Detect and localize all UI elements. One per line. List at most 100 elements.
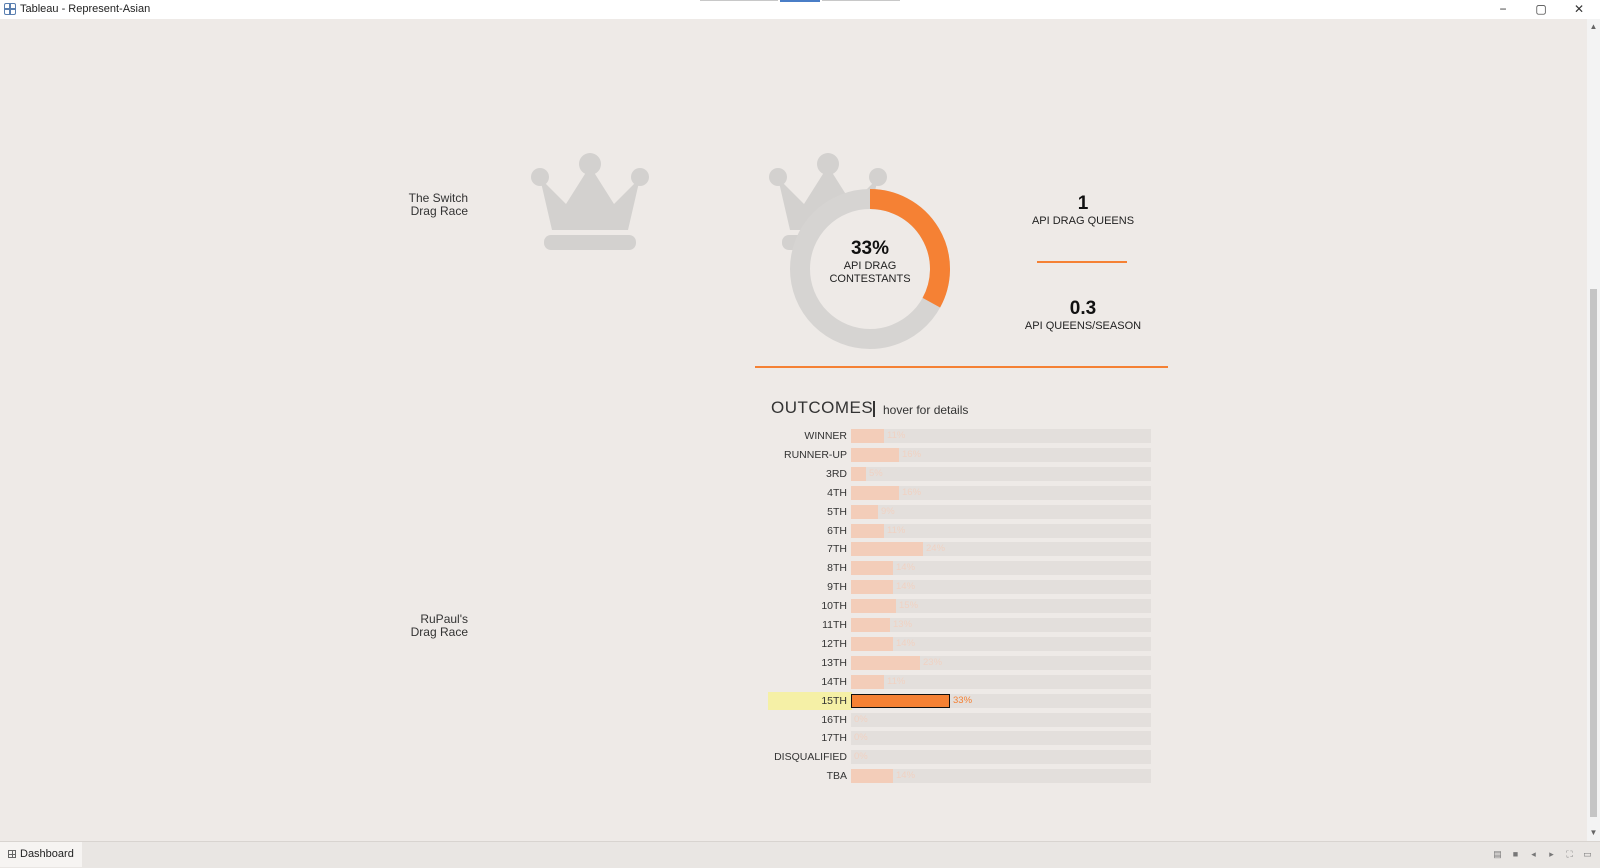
outcome-bar[interactable] [851, 466, 866, 481]
outcome-row[interactable]: 10TH 15% [768, 599, 1152, 614]
outcome-value: 24% [926, 543, 946, 555]
outcome-bar-track [851, 636, 1151, 651]
show-label-switch: The Switch Drag Race [388, 192, 468, 218]
maximize-button[interactable]: ▢ [1535, 2, 1547, 16]
outcome-label: 10TH [821, 600, 847, 613]
show-filmstrip-icon[interactable]: ▤ [1493, 849, 1502, 859]
outcome-bar[interactable] [851, 599, 896, 614]
outcomes-title: OUTCOMES [771, 398, 874, 417]
crown-icon [531, 153, 649, 250]
outcome-bar-track [851, 523, 1151, 538]
outcome-row[interactable]: WINNER 11% [768, 429, 1152, 443]
outcome-row[interactable]: 7TH 24% [768, 542, 1152, 557]
outcome-label: 17TH [821, 732, 847, 745]
outcome-row[interactable]: DISQUALIFIED 0% [768, 750, 1152, 765]
outcome-row[interactable]: 15TH 33% [768, 691, 1152, 710]
outcome-label: 12TH [821, 637, 847, 650]
outcome-label: 3RD [825, 467, 847, 480]
outcome-bar[interactable] [851, 655, 920, 670]
outcome-value: 16% [902, 448, 922, 460]
outcome-label: 13TH [821, 656, 847, 669]
next-sheet-icon[interactable]: ▸ [1549, 849, 1554, 859]
outcome-bar-track [851, 542, 1151, 557]
outcome-label: 6TH [827, 524, 847, 537]
outcome-bar-track [851, 485, 1151, 500]
sheet-tab-dashboard[interactable]: Dashboard [0, 842, 82, 867]
outcome-bar-track [851, 504, 1151, 519]
top-toolbar-indicator [700, 0, 900, 2]
tableau-app-icon [4, 3, 16, 15]
outcome-value: 11% [887, 430, 906, 441]
donut-chart [790, 189, 950, 349]
outcome-value: 14% [896, 637, 916, 649]
kpi-api-drag-queens: 1 API DRAG QUEENS [983, 193, 1183, 227]
outcome-row[interactable]: 6TH 11% [768, 523, 1152, 538]
show-tabs-icon[interactable]: ■ [1512, 849, 1519, 859]
outcome-value: 14% [896, 562, 916, 574]
outcome-label: 5TH [827, 505, 847, 518]
outcome-bar-track [851, 712, 1151, 727]
outcome-bar[interactable] [851, 618, 890, 632]
donut-slice-api[interactable] [869, 189, 950, 308]
outcome-value: 23% [923, 656, 943, 668]
outcome-value: 13% [893, 619, 913, 630]
scroll-up-icon[interactable]: ▲ [1589, 22, 1598, 31]
outcome-bar[interactable] [851, 636, 893, 651]
outcome-label: RUNNER-UP [784, 448, 847, 461]
outcome-bar[interactable] [851, 485, 899, 500]
outcome-bar[interactable] [851, 504, 878, 519]
outcome-row[interactable]: 12TH 14% [768, 636, 1152, 651]
outcome-bar[interactable] [851, 429, 884, 443]
minimize-button[interactable]: − [1499, 2, 1507, 16]
outcome-value: 16% [902, 486, 922, 498]
outcome-label: 16TH [821, 713, 847, 726]
api-contestants-donut[interactable] [780, 179, 960, 359]
outcome-bar-track [851, 429, 1151, 443]
outcome-row[interactable]: 17TH 0% [768, 731, 1152, 746]
outcome-bar[interactable] [851, 693, 950, 708]
presentation-mode-icon[interactable]: ▭ [1583, 849, 1592, 859]
dashboard-grid-icon [8, 850, 16, 858]
outcome-row[interactable]: 8TH 14% [768, 561, 1152, 576]
outcome-value: 0% [854, 751, 868, 763]
outcome-bar[interactable] [851, 523, 884, 538]
outcome-value: 14% [896, 581, 916, 593]
outcome-value: 0% [854, 732, 868, 744]
outcome-row[interactable]: TBA 14% [768, 769, 1152, 784]
outcome-bar[interactable] [851, 769, 893, 784]
toolbar-indicator-active [780, 0, 820, 2]
title-bar: Tableau - Represent-Asian − ▢ ✕ [0, 0, 1600, 19]
outcome-bar-track [851, 769, 1151, 784]
outcome-row[interactable]: 13TH 23% [768, 655, 1152, 670]
outcome-row[interactable]: 9TH 14% [768, 580, 1152, 595]
outcome-label: 7TH [827, 543, 847, 556]
outcome-label: 4TH [827, 486, 847, 499]
outcome-row[interactable]: 11TH 13% [768, 618, 1152, 632]
outcome-bar[interactable] [851, 447, 899, 462]
outcome-label: TBA [826, 770, 847, 783]
fullscreen-icon[interactable]: ⛶ [1566, 849, 1573, 859]
show-label-line: Drag Race [410, 204, 468, 218]
outcome-label: 14TH [821, 675, 847, 688]
scroll-down-icon[interactable]: ▼ [1589, 828, 1598, 837]
row-highlight [768, 691, 852, 710]
outcome-row[interactable]: 3RD 5% [768, 466, 1152, 481]
close-button[interactable]: ✕ [1573, 2, 1585, 16]
outcome-row[interactable]: 5TH 9% [768, 504, 1152, 519]
donut-center-text: 33% API DRAG CONTESTANTS [780, 238, 960, 286]
outcome-row[interactable]: 16TH 0% [768, 712, 1152, 727]
outcome-bar[interactable] [851, 542, 923, 557]
outcome-bar[interactable] [851, 580, 893, 595]
outcome-row[interactable]: RUNNER-UP 16% [768, 447, 1152, 462]
outcome-row[interactable]: 4TH 16% [768, 485, 1152, 500]
scrollbar-thumb[interactable] [1590, 289, 1597, 817]
outcome-bar-track [851, 466, 1151, 481]
previous-sheet-icon[interactable]: ◂ [1531, 849, 1536, 859]
outcome-row[interactable]: 14TH 11% [768, 674, 1152, 689]
donut-percent: 33% [850, 238, 890, 259]
outcome-bar[interactable] [851, 674, 884, 689]
outcome-bar[interactable] [851, 561, 893, 576]
outcome-label: 9TH [827, 581, 847, 594]
outcome-bar-track [851, 731, 1151, 746]
vertical-scrollbar[interactable]: ▲ ▼ [1587, 19, 1600, 841]
